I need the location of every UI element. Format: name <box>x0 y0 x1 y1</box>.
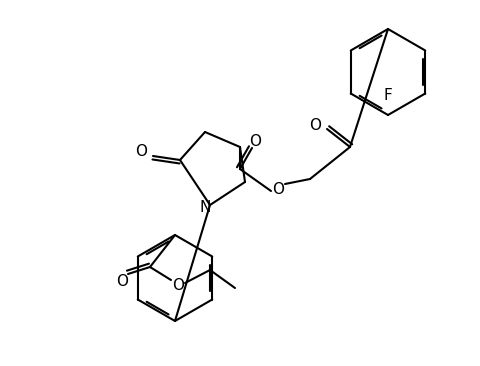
Text: O: O <box>271 182 283 197</box>
Text: N: N <box>199 199 210 214</box>
Text: O: O <box>172 277 184 292</box>
Text: O: O <box>135 145 147 160</box>
Text: O: O <box>116 274 128 290</box>
Text: O: O <box>249 134 261 149</box>
Text: F: F <box>383 88 392 103</box>
Text: O: O <box>308 117 320 132</box>
